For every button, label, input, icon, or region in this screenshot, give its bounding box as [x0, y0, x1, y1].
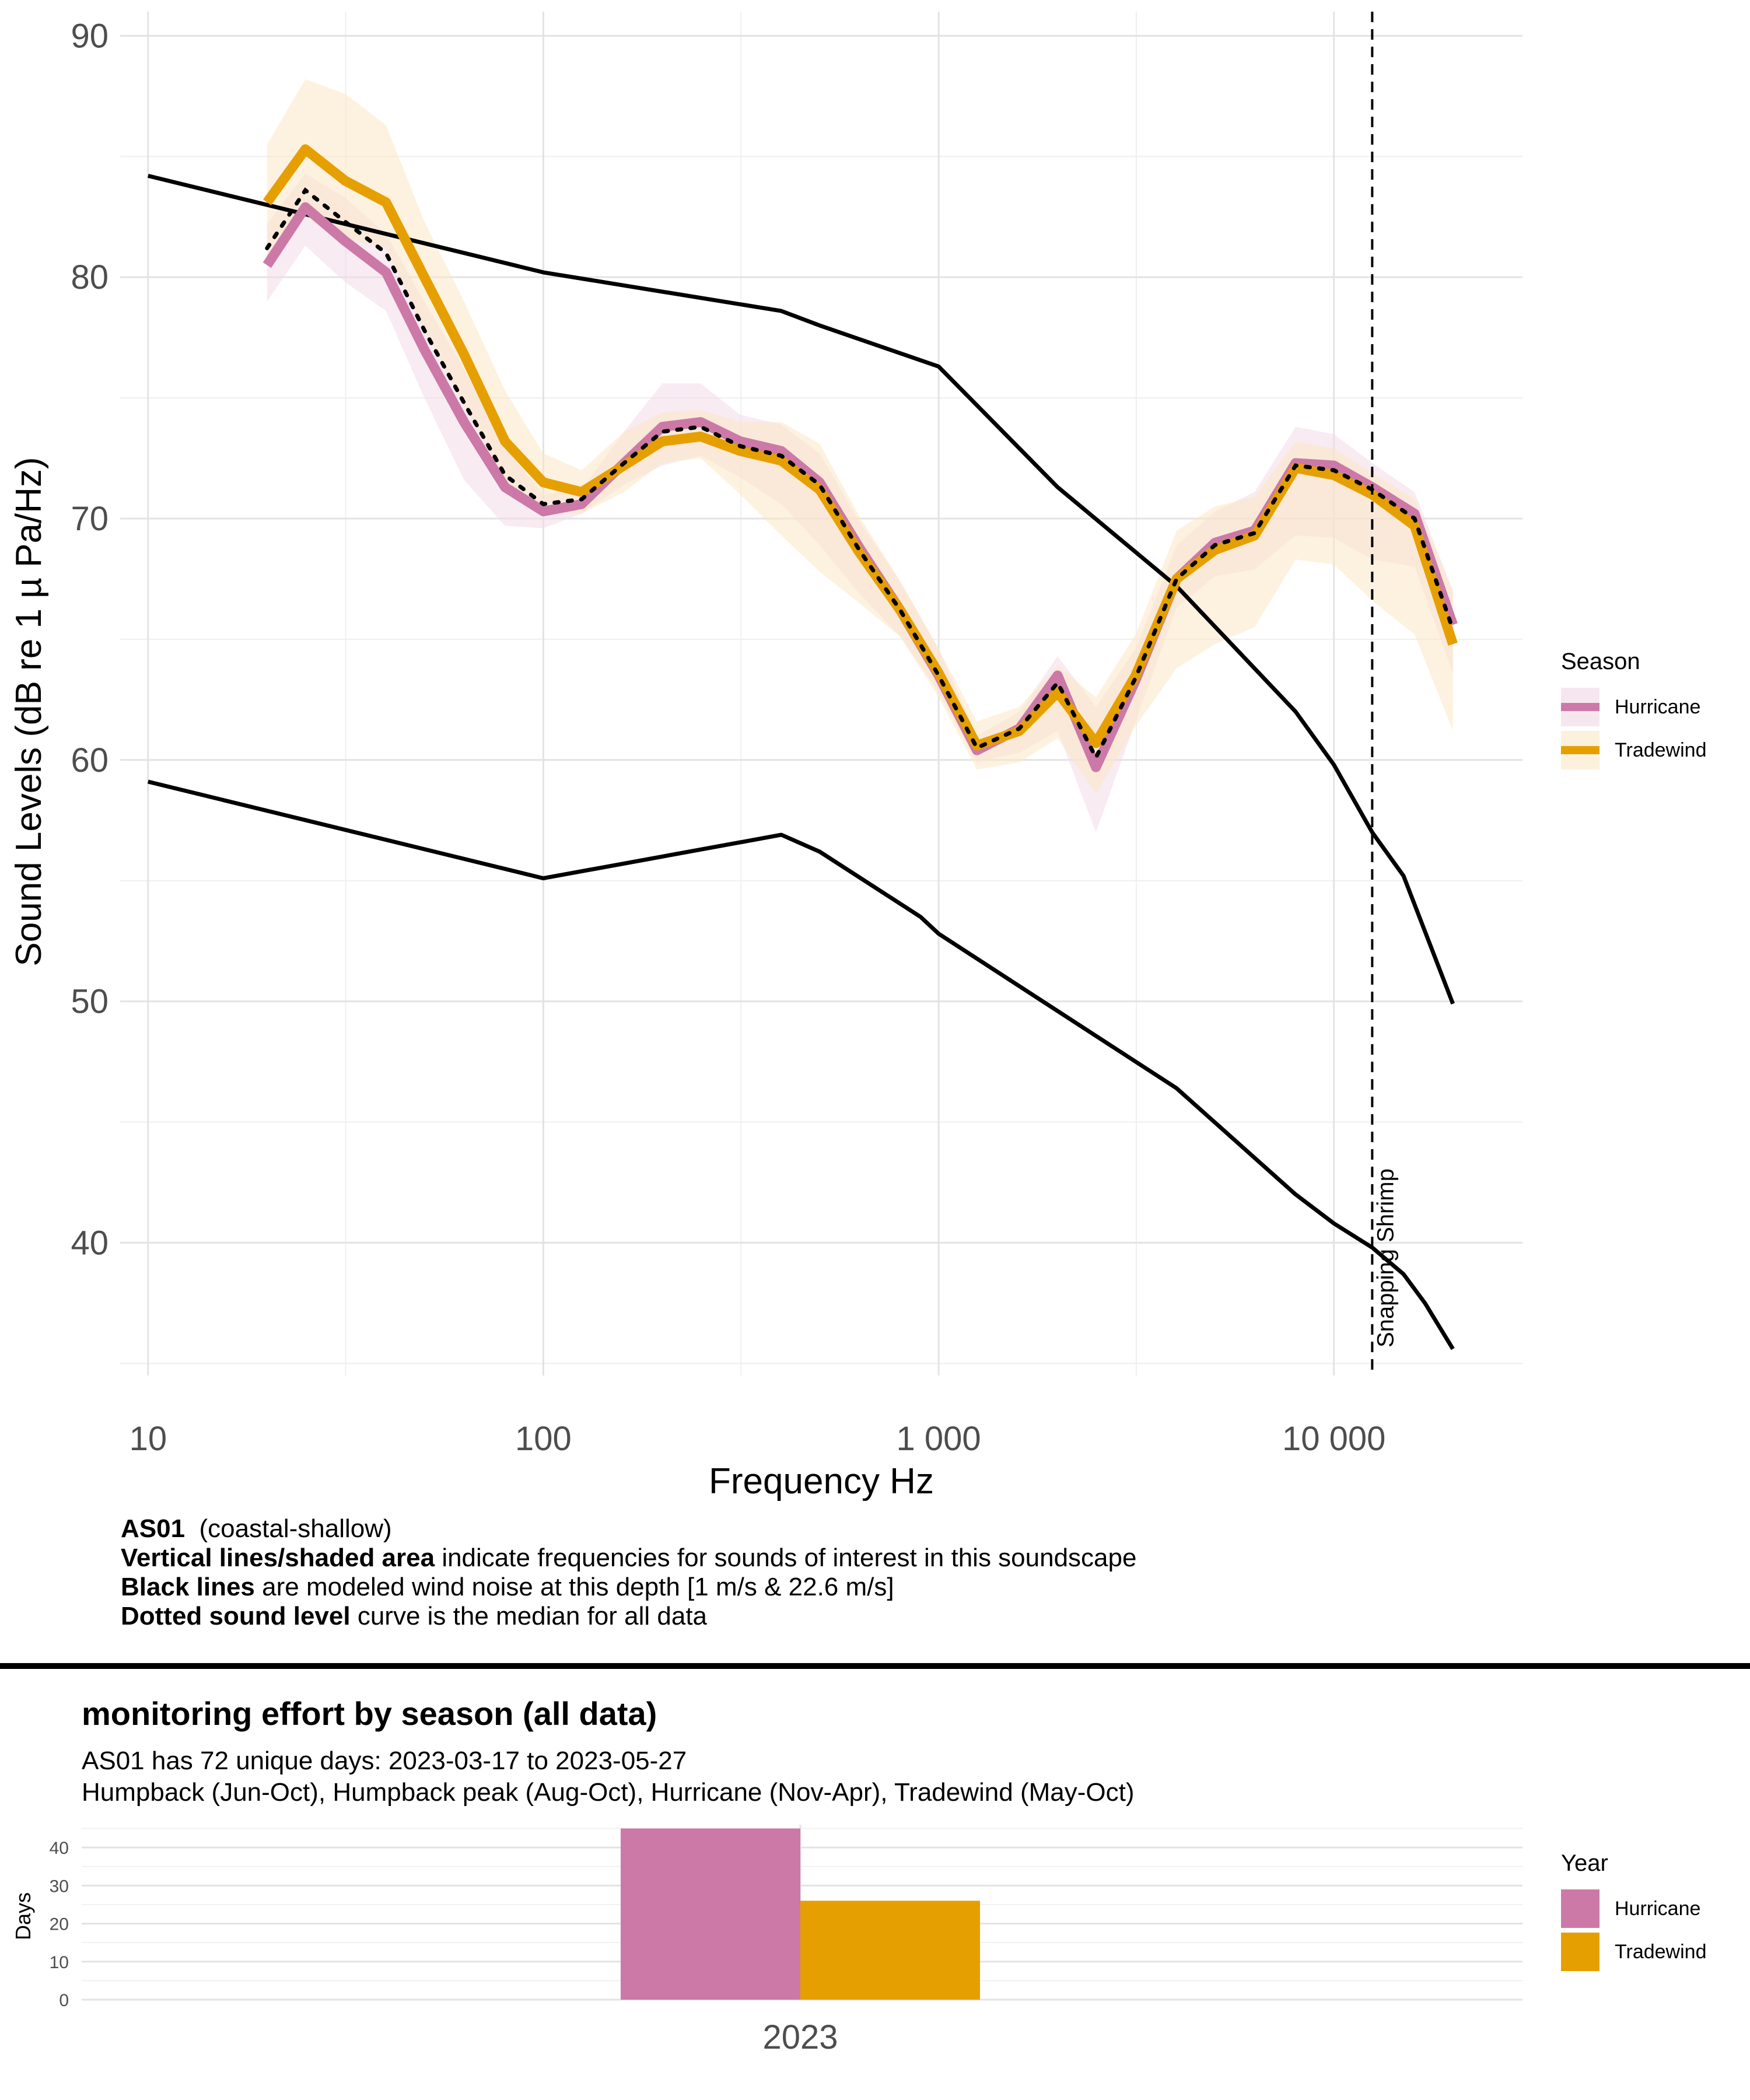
bar-tradewind: [800, 1901, 980, 2000]
effort-y-tick-label: 20: [50, 1915, 69, 1934]
effort-y-tick-label: 10: [50, 1953, 69, 1972]
caption-site: AS01: [121, 1514, 186, 1543]
year-legend: Year Hurricane Tradewind: [1561, 1850, 1706, 1973]
legend-label-tradewind: Tradewind: [1615, 738, 1707, 761]
figure-caption: AS01 (coastal-shallow) Vertical lines/sh…: [121, 1514, 1136, 1631]
y-tick-label: 40: [71, 1224, 108, 1262]
effort-y-tick-label: 30: [50, 1877, 69, 1896]
year-legend-label-tradewind: Tradewind: [1615, 1940, 1707, 1963]
caption-site-type: (coastal-shallow): [199, 1514, 392, 1543]
season-legend: Season Hurricane Tradewind: [1561, 649, 1706, 772]
axis-ticks: 40 50 60 70 80 90 10 100 1 000 10 000: [71, 17, 1385, 1458]
median-dotted-line: [265, 187, 1455, 762]
effort-grid: [82, 1825, 1522, 2001]
effort-y-tick-label: 0: [59, 1991, 69, 2010]
snapping-shrimp-label: Snapping Shrimp: [1373, 1168, 1398, 1348]
caption-vertical-lines-text: indicate frequencies for sounds of inter…: [442, 1544, 1137, 1572]
y-tick-label: 80: [71, 258, 108, 296]
year-legend-item-tradewind: Tradewind: [1561, 1930, 1706, 1973]
x-tick-label: 10 000: [1282, 1420, 1385, 1458]
legend-swatch-hurricane: [1561, 688, 1600, 726]
legend-title: Season: [1561, 649, 1640, 674]
confidence-ribbons: [267, 79, 1453, 832]
y-axis-label: Sound Levels (dB re 1 µ Pa/Hz): [9, 457, 49, 966]
effort-chart-title: monitoring effort by season (all data): [82, 1695, 657, 1732]
effort-y-tick-label: 40: [50, 1839, 69, 1858]
year-legend-title: Year: [1561, 1850, 1608, 1876]
effort-subtitle-line-2: Humpback (Jun-Oct), Humpback peak (Aug-O…: [82, 1778, 1135, 1807]
year-legend-swatch-hurricane: [1561, 1889, 1600, 1928]
year-legend-swatch-tradewind: [1561, 1933, 1600, 1971]
year-legend-label-hurricane: Hurricane: [1615, 1897, 1701, 1920]
legend-item-tradewind: Tradewind: [1561, 729, 1706, 772]
series-lines: Snapping Shrimp: [147, 12, 1458, 1376]
year-legend-item-hurricane: Hurricane: [1561, 1887, 1706, 1930]
section-divider: [0, 1663, 1750, 1669]
sound-level-chart: Snapping Shrimp 40 50 60 70 80 90 10 100 1 000 10…: [9, 12, 1522, 1502]
x-tick-label: 10: [130, 1420, 167, 1458]
y-tick-label: 90: [71, 17, 108, 55]
effort-subtitle-line-1: AS01 has 72 unique days: 2023-03-17 to 2…: [82, 1746, 687, 1775]
caption-dotted: Dotted sound level: [121, 1602, 351, 1630]
effort-x-tick-label: 2023: [762, 2018, 838, 2056]
effort-ticks: 0 10 20 30 40 2023: [50, 1839, 838, 2056]
legend-item-hurricane: Hurricane: [1561, 685, 1706, 729]
x-tick-label: 100: [515, 1420, 572, 1458]
caption-vertical-lines: Vertical lines/shaded area: [121, 1544, 435, 1572]
legend-label-hurricane: Hurricane: [1615, 695, 1701, 718]
y-tick-label: 60: [71, 741, 108, 779]
caption-black-lines: Black lines: [121, 1573, 255, 1601]
x-axis-label: Frequency Hz: [709, 1461, 934, 1502]
series-line-tradewind: [262, 144, 1458, 751]
effort-chart-subtitle: AS01 has 72 unique days: 2023-03-17 to 2…: [82, 1745, 1135, 1808]
y-tick-label: 50: [71, 983, 108, 1021]
bar-hurricane: [621, 1828, 800, 2000]
caption-dotted-text: curve is the median for all data: [357, 1602, 708, 1630]
effort-y-axis-label: Days: [11, 1892, 35, 1940]
caption-black-lines-text: are modeled wind noise at this depth [1 …: [262, 1573, 894, 1601]
wind-noise-line-low: [147, 779, 1455, 1350]
wind-noise-line-high: [147, 173, 1455, 1005]
legend-swatch-tradewind: [1561, 731, 1600, 769]
x-tick-label: 1 000: [896, 1420, 981, 1458]
y-tick-label: 70: [71, 500, 108, 538]
effort-bars: [621, 1828, 980, 2000]
